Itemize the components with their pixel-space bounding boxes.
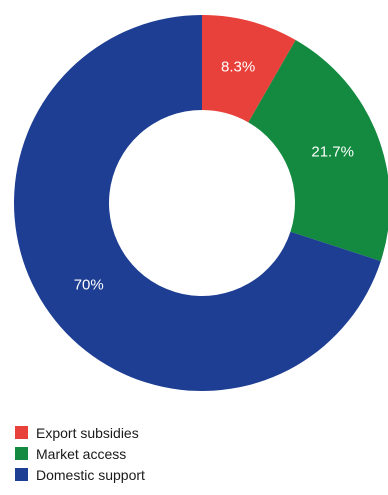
legend-item-domestic-support: Domestic support	[15, 464, 145, 485]
legend-item-market-access: Market access	[15, 443, 145, 464]
slice-market-access	[248, 39, 388, 262]
slice-label-domestic-support: 70%	[74, 276, 104, 293]
legend-label-export-subsidies: Export subsidies	[36, 424, 139, 441]
legend-label-domestic-support: Domestic support	[36, 466, 145, 483]
slice-label-export-subsidies: 8.3%	[221, 59, 255, 76]
legend-swatch-export-subsidies	[15, 426, 28, 439]
chart-slices	[13, 15, 388, 391]
legend-item-export-subsidies: Export subsidies	[15, 422, 145, 443]
legend-swatch-market-access	[15, 447, 28, 460]
chart-slice-labels: 8.3% 21.7% 70%	[74, 59, 354, 294]
slice-label-market-access: 21.7%	[311, 144, 354, 161]
slice-domestic-support	[13, 15, 381, 391]
chart-legend: Export subsidies Market access Domestic …	[15, 422, 145, 485]
slice-export-subsidies	[202, 15, 296, 123]
legend-swatch-domestic-support	[15, 468, 28, 481]
legend-label-market-access: Market access	[36, 445, 127, 462]
donut-chart: 8.3% 21.7% 70%	[13, 15, 388, 391]
